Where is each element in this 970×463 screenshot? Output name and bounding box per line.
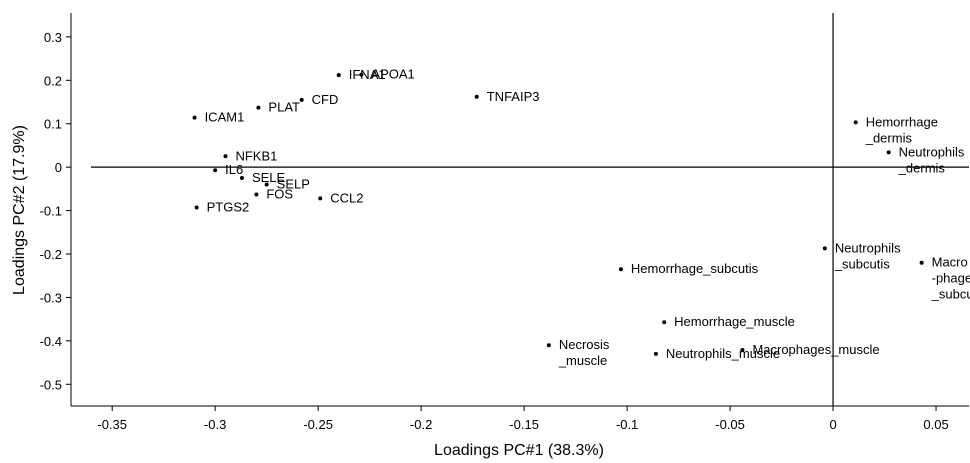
point-label: TNFAIP3 (487, 89, 540, 104)
point-label: Neutrophils _subcutis (834, 240, 901, 271)
x-tick-label: -0.3 (204, 417, 226, 432)
point-label: APOA1 (371, 67, 414, 82)
y-tick-label: -0.2 (40, 247, 62, 262)
data-point (886, 150, 891, 155)
point-label: CFD (312, 92, 339, 107)
point-label: CCL2 (330, 190, 363, 205)
x-axis-ticks: -0.35 -0.3 -0.25 -0.2 -0.15 -0.1 -0.05 0 0.05 (97, 406, 949, 432)
point-label: Macrophages_muscle (752, 342, 879, 357)
x-tick-label: 0 (829, 417, 836, 432)
data-point (318, 196, 323, 201)
data-point (264, 182, 269, 187)
data-point (299, 97, 304, 102)
point-label: SELP (277, 177, 310, 192)
point-label: Hemorrhage_subcutis (631, 261, 759, 276)
y-tick-label: 0 (55, 160, 62, 175)
reference-lines (91, 13, 969, 406)
y-tick-label: -0.3 (40, 290, 62, 305)
data-point (213, 168, 218, 173)
point-label: NFKB1 (235, 148, 277, 163)
data-point (919, 260, 924, 265)
data-point (336, 73, 341, 78)
data-point (618, 267, 623, 272)
data-point (546, 343, 551, 348)
x-tick-label: -0.05 (715, 417, 745, 432)
data-point (254, 192, 259, 197)
point-label: Hemorrhage _dermis (865, 114, 938, 145)
point-label: PTGS2 (207, 200, 250, 215)
data-point (740, 347, 745, 352)
point-label: FOS (266, 187, 293, 202)
data-point (192, 115, 197, 120)
y-tick-label: -0.1 (40, 204, 62, 219)
data-point (239, 176, 244, 181)
data-point (359, 72, 364, 77)
x-tick-label: -0.35 (97, 417, 127, 432)
point-label: Hemorrhage_muscle (674, 314, 795, 329)
data-point (194, 205, 199, 210)
y-tick-label: -0.4 (40, 334, 62, 349)
point-label: Neutrophils _dermis (898, 144, 965, 175)
point-label: Macro-phages_subcutis (931, 255, 970, 302)
point-label: Necrosis _muscle (558, 337, 610, 368)
point-label: ICAM1 (205, 110, 245, 125)
x-tick-label: -0.2 (410, 417, 432, 432)
y-axis-title: Loadings PC#2 (17.9%) (11, 125, 28, 295)
y-tick-label: -0.5 (40, 377, 62, 392)
x-tick-label: -0.1 (616, 417, 638, 432)
data-point (662, 320, 667, 325)
y-tick-label: 0.1 (44, 117, 62, 132)
data-point (653, 351, 658, 356)
x-tick-label: 0.05 (923, 417, 948, 432)
data-point (853, 120, 858, 125)
y-tick-label: 0.3 (44, 30, 62, 45)
point-label: SELE (252, 170, 286, 185)
x-axis-title: Loadings PC#1 (38.3%) (434, 442, 604, 459)
data-point (474, 94, 479, 99)
x-tick-label: -0.15 (509, 417, 539, 432)
data-point (223, 154, 228, 159)
point-label: IFNA1 (349, 67, 386, 82)
data-point (256, 105, 261, 110)
x-tick-label: -0.25 (303, 417, 333, 432)
point-label: Neutrophils_muscle (666, 346, 780, 361)
y-tick-label: 0.2 (44, 73, 62, 88)
data-point (822, 246, 827, 251)
point-label: IL6 (225, 162, 243, 177)
point-label: PLAT (268, 100, 300, 115)
y-axis-ticks: 0.3 0.2 0.1 0 -0.1 -0.2 -0.3 -0.4 -0.5 (40, 30, 71, 392)
